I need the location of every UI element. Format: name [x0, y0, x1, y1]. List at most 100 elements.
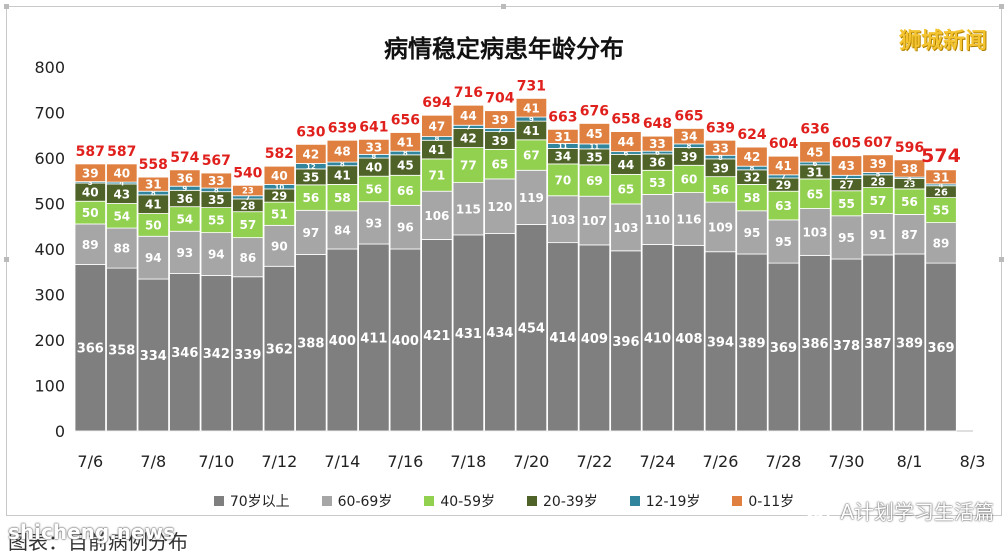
x-tick-label: 7/18 — [450, 452, 486, 471]
data-label: 44 — [460, 109, 477, 123]
x-tick-label: 8/1 — [897, 452, 923, 471]
data-label: 57 — [239, 218, 256, 232]
bar-segment — [673, 244, 705, 432]
data-label: 8 — [151, 190, 156, 198]
y-tick-label: 800 — [34, 58, 65, 77]
bar-segment — [925, 169, 957, 185]
bar-segment — [862, 254, 894, 432]
bar-segment — [106, 163, 138, 183]
data-label: 65 — [807, 187, 824, 201]
data-label: 110 — [645, 213, 670, 227]
bar-segment — [484, 178, 516, 234]
data-label: 66 — [397, 184, 414, 198]
bar-segment — [137, 235, 169, 280]
data-label: 96 — [397, 221, 414, 235]
bar-segment — [893, 159, 926, 178]
bar-segment — [137, 176, 169, 192]
y-tick-label: 500 — [34, 195, 65, 214]
bar-segment — [578, 164, 611, 197]
resize-handle[interactable] — [501, 4, 506, 9]
resize-handle[interactable] — [4, 4, 9, 9]
data-label: 41 — [145, 198, 162, 212]
data-label: 43 — [113, 187, 130, 201]
data-label: 42 — [302, 147, 319, 161]
x-tick-label: 7/6 — [77, 452, 103, 471]
bar-segment — [704, 251, 737, 432]
data-label: 95 — [744, 226, 761, 240]
data-label: 40 — [113, 167, 130, 181]
total-label: 574 — [170, 150, 199, 166]
data-label: 94 — [145, 251, 162, 265]
data-label: 334 — [140, 349, 167, 364]
bar-segment — [767, 219, 800, 264]
x-tick-label: 7/22 — [576, 452, 612, 471]
data-label: 8 — [687, 142, 692, 150]
bar-segment — [704, 201, 737, 253]
data-label: 31 — [807, 165, 824, 179]
bar-segment — [326, 139, 359, 163]
total-label: 656 — [391, 113, 420, 129]
bar-segment — [767, 262, 800, 432]
total-label: 704 — [485, 91, 514, 107]
data-label: 65 — [492, 158, 509, 172]
data-label: 6 — [623, 150, 628, 158]
total-label: 574 — [921, 145, 961, 167]
data-label: 362 — [266, 343, 293, 358]
total-label: 658 — [611, 112, 640, 128]
data-label: 45 — [397, 159, 414, 173]
wechat-source: A计划学习生活篇 — [804, 496, 994, 525]
data-label: 57 — [870, 194, 887, 208]
data-label: 36 — [649, 156, 666, 170]
resize-handle[interactable] — [999, 4, 1004, 9]
data-label: 44 — [618, 158, 635, 172]
data-label: 38 — [901, 162, 918, 176]
wechat-icon — [804, 501, 832, 521]
data-label: 39 — [492, 134, 509, 148]
bar-segment — [263, 265, 296, 432]
data-label: 7 — [497, 127, 502, 135]
data-label: 94 — [208, 248, 225, 262]
bar-segment — [515, 169, 548, 225]
resize-handle[interactable] — [999, 257, 1004, 262]
legend-item: 40-59岁 — [424, 491, 495, 511]
data-label: 8 — [340, 161, 345, 169]
data-label: 431 — [455, 327, 482, 342]
data-label: 120 — [487, 200, 512, 214]
bar-segment — [326, 183, 359, 212]
data-label: 45 — [586, 127, 603, 141]
data-label: 58 — [744, 191, 761, 205]
bar-segment — [74, 163, 106, 183]
data-label: 4 — [939, 182, 944, 190]
bar-segment — [106, 227, 138, 269]
bar-segment — [421, 114, 453, 138]
data-label: 421 — [423, 329, 450, 344]
data-label: 89 — [82, 238, 99, 252]
data-label: 40 — [366, 161, 383, 175]
data-label: 34 — [681, 130, 698, 144]
bar-segment — [484, 148, 516, 180]
chart-frame: 病情稳定病患年龄分布 狮城新闻 0 100 200 300 400 500 600 700 80… — [4, 4, 1004, 516]
bar-segment — [641, 244, 674, 432]
data-label: 408 — [675, 332, 702, 347]
data-label: 29 — [272, 190, 288, 203]
data-label: 434 — [486, 326, 513, 341]
data-label: 71 — [429, 169, 446, 183]
data-label: 6 — [813, 160, 818, 168]
data-label: 54 — [176, 213, 193, 227]
data-label: 115 — [456, 202, 481, 216]
legend-item: 0-11岁 — [732, 491, 794, 511]
bar-segment — [358, 138, 390, 155]
legend-swatch — [629, 496, 640, 506]
data-label: 60 — [681, 172, 698, 186]
resize-handle[interactable] — [4, 257, 9, 262]
data-label: 6 — [655, 149, 660, 157]
data-label: 84 — [334, 223, 351, 237]
data-label: 369 — [770, 341, 797, 356]
bar-segment — [232, 276, 264, 432]
bar-segment — [830, 215, 863, 260]
bar-segment — [673, 128, 705, 145]
data-label: 56 — [302, 191, 319, 205]
data-label: 33 — [366, 140, 383, 154]
bar-segment — [74, 223, 106, 265]
bar-segment — [862, 213, 894, 256]
